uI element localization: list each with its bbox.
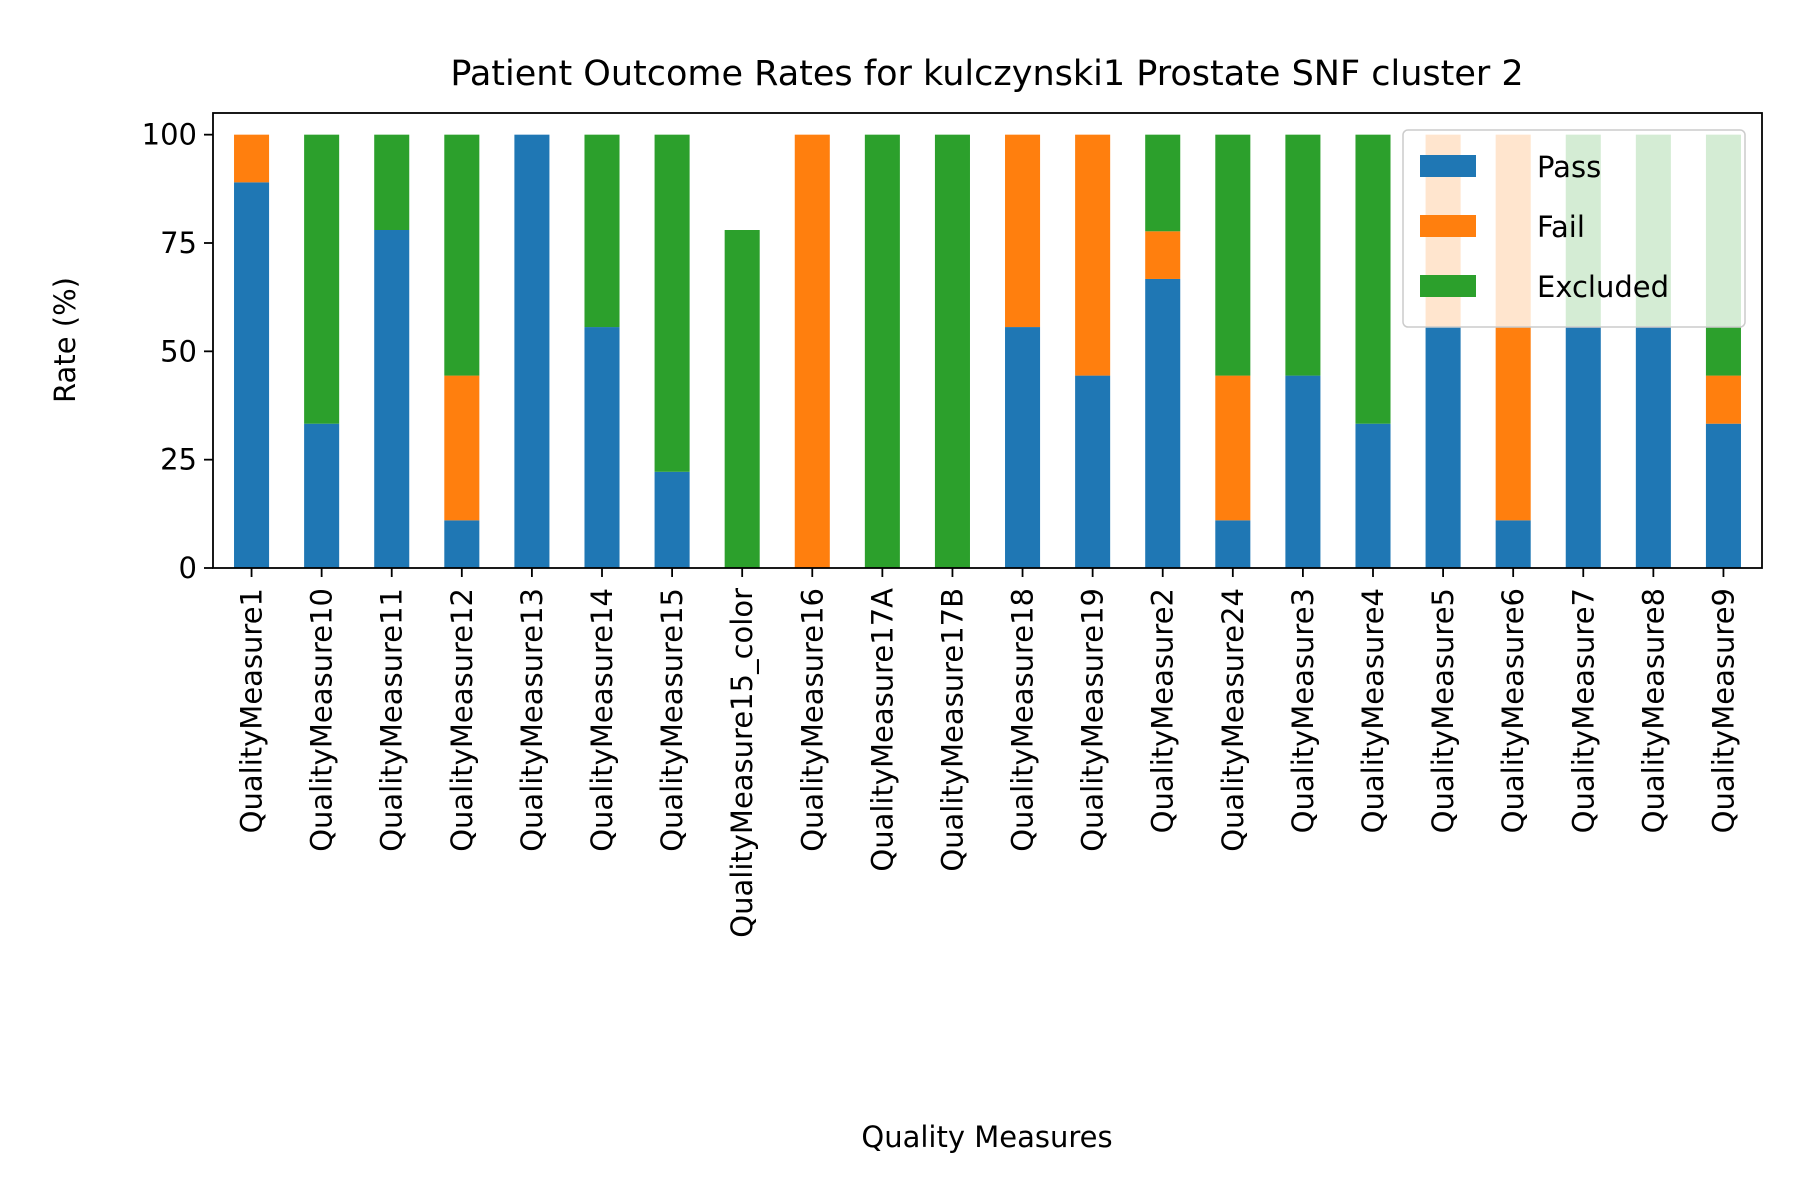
- bar-pass-7: [654, 471, 690, 568]
- x-tick-label: QualityMeasure8: [1636, 588, 1670, 833]
- y-tick-label: 25: [160, 443, 197, 477]
- bar-pass-14: [1145, 278, 1181, 568]
- plot-frame: [212, 112, 1763, 569]
- bar-excluded-8: [724, 230, 760, 568]
- x-axis: QualityMeasure1 QualityMeasure10 QualityMe…: [235, 568, 1740, 938]
- y-axis: 0 25 50 75 100: [142, 118, 213, 585]
- x-tick-label: QualityMeasure17A: [865, 588, 899, 872]
- x-tick-label: QualityMeasure4: [1356, 588, 1390, 833]
- bar-excluded-7: [654, 134, 690, 472]
- bar-pass-1: [234, 182, 270, 569]
- bar-excluded-11: [934, 134, 970, 568]
- y-tick-label: 0: [179, 551, 197, 585]
- legend-label-excluded: Excluded: [1537, 270, 1669, 304]
- x-tick-label: QualityMeasure15: [655, 588, 689, 852]
- bar-pass-3: [374, 230, 410, 568]
- bar-pass-17: [1355, 423, 1391, 568]
- bar-pass-18: [1425, 327, 1461, 568]
- bar-fail-14: [1145, 231, 1181, 279]
- bar-excluded-16: [1285, 134, 1321, 376]
- bar-pass-20: [1565, 327, 1601, 568]
- x-axis-label: Quality Measures: [861, 1120, 1112, 1154]
- x-tick-label: QualityMeasure24: [1216, 588, 1250, 852]
- legend: Pass Fail Excluded: [1402, 129, 1746, 328]
- bar-pass-4: [444, 520, 480, 568]
- x-tick-label: QualityMeasure12: [445, 588, 479, 852]
- x-tick-label: QualityMeasure16: [795, 588, 829, 852]
- bar-pass-13: [1075, 375, 1111, 568]
- legend-label-fail: Fail: [1537, 210, 1585, 244]
- bar-fail-22: [1705, 375, 1741, 424]
- bar-pass-19: [1495, 520, 1531, 568]
- x-tick-label: QualityMeasure3: [1286, 588, 1320, 833]
- x-tick-label: QualityMeasure6: [1496, 588, 1530, 833]
- bar-pass-2: [304, 423, 340, 568]
- bar-pass-21: [1635, 327, 1671, 568]
- bar-fail-13: [1075, 134, 1111, 376]
- bar-pass-16: [1285, 375, 1321, 568]
- bar-excluded-17: [1355, 134, 1391, 424]
- x-tick-label: QualityMeasure18: [1006, 588, 1040, 852]
- x-tick-label: QualityMeasure5: [1426, 588, 1460, 833]
- bar-fail-12: [1005, 134, 1041, 328]
- bar-pass-5: [514, 134, 550, 568]
- legend-swatch-fail: [1420, 215, 1476, 237]
- bar-fail-9: [794, 134, 830, 568]
- bar-excluded-14: [1145, 134, 1181, 232]
- x-tick-label: QualityMeasure9: [1706, 588, 1740, 833]
- chart-title: Patient Outcome Rates for kulczynski1 Pr…: [450, 54, 1523, 94]
- bar-fail-4: [444, 375, 480, 521]
- bar-excluded-15: [1215, 134, 1251, 376]
- legend-swatch-pass: [1420, 155, 1476, 177]
- bar-excluded-2: [304, 134, 340, 424]
- x-tick-label: QualityMeasure11: [375, 588, 409, 852]
- y-axis-label: Rate (%): [48, 277, 82, 403]
- bar-excluded-3: [374, 134, 410, 230]
- x-tick-label: QualityMeasure15_color: [725, 588, 759, 938]
- x-tick-label: QualityMeasure2: [1146, 588, 1180, 833]
- legend-label-pass: Pass: [1537, 150, 1601, 184]
- y-tick-label: 100: [142, 118, 197, 152]
- x-tick-label: QualityMeasure7: [1566, 588, 1600, 833]
- x-tick-label: QualityMeasure14: [585, 588, 619, 852]
- bar-excluded-6: [584, 134, 620, 328]
- bar-fail-1: [234, 134, 270, 183]
- x-tick-label: QualityMeasure10: [305, 588, 339, 852]
- x-tick-label: QualityMeasure19: [1076, 588, 1110, 852]
- bar-pass-6: [584, 327, 620, 568]
- bar-fail-15: [1215, 375, 1251, 521]
- x-tick-label: QualityMeasure17B: [935, 588, 969, 872]
- legend-frame: [1402, 129, 1746, 328]
- y-tick-label: 75: [160, 226, 197, 260]
- y-tick-label: 50: [160, 334, 197, 368]
- legend-swatch-excluded: [1420, 275, 1476, 297]
- bar-excluded-10: [864, 134, 900, 568]
- bar-pass-22: [1705, 423, 1741, 568]
- bar-pass-12: [1005, 327, 1041, 568]
- bar-pass-15: [1215, 520, 1251, 568]
- x-tick-label: QualityMeasure13: [515, 588, 549, 852]
- x-tick-label: QualityMeasure1: [235, 588, 269, 833]
- bar-excluded-4: [444, 134, 480, 376]
